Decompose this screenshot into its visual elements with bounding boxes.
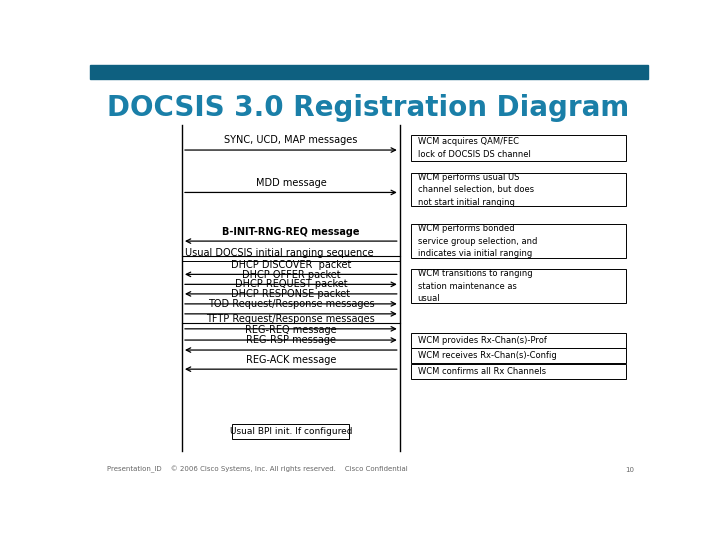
Text: WCM provides Rx-Chan(s)-Prof: WCM provides Rx-Chan(s)-Prof [418, 335, 546, 345]
FancyBboxPatch shape [233, 424, 349, 440]
Text: REG-REQ message: REG-REQ message [245, 326, 337, 335]
Bar [90, 65, 648, 79]
FancyBboxPatch shape [411, 269, 626, 302]
FancyBboxPatch shape [411, 348, 626, 363]
Text: MDD message: MDD message [256, 178, 326, 188]
Text: Presentation_ID    © 2006 Cisco Systems, Inc. All rights reserved.    Cisco Conf: Presentation_ID © 2006 Cisco Systems, In… [107, 465, 408, 473]
Text: WCM confirms all Rx Channels: WCM confirms all Rx Channels [418, 367, 546, 376]
FancyBboxPatch shape [411, 173, 626, 206]
FancyBboxPatch shape [411, 364, 626, 379]
Text: DHCP OFFER packet: DHCP OFFER packet [242, 270, 340, 280]
Text: WCM transitions to ranging
station maintenance as
usual: WCM transitions to ranging station maint… [418, 269, 532, 303]
Text: Usual BPI init. If configured: Usual BPI init. If configured [230, 427, 352, 436]
Text: B-INIT-RNG-REQ message: B-INIT-RNG-REQ message [222, 226, 359, 237]
Text: WCM performs usual US
channel selection, but does
not start initial ranging: WCM performs usual US channel selection,… [418, 173, 534, 206]
Text: REG-RSP message: REG-RSP message [246, 335, 336, 346]
Text: Usual DOCSIS initial ranging sequence: Usual DOCSIS initial ranging sequence [185, 248, 374, 258]
Text: REG-ACK message: REG-ACK message [246, 355, 336, 365]
Text: SYNC, UCD, MAP messages: SYNC, UCD, MAP messages [224, 136, 358, 145]
Text: DHCP REQUEST packet: DHCP REQUEST packet [235, 279, 347, 289]
Text: DHCP DISCOVER  packet: DHCP DISCOVER packet [230, 260, 351, 270]
Text: TFTP Request/Response messages: TFTP Request/Response messages [207, 314, 375, 324]
FancyBboxPatch shape [411, 135, 626, 161]
Text: 10: 10 [625, 467, 634, 473]
Text: WCM receives Rx-Chan(s)-Config: WCM receives Rx-Chan(s)-Config [418, 352, 557, 360]
Text: DOCSIS 3.0 Registration Diagram: DOCSIS 3.0 Registration Diagram [107, 94, 629, 123]
FancyBboxPatch shape [411, 333, 626, 348]
Text: WCM performs bonded
service group selection, and
indicates via initial ranging: WCM performs bonded service group select… [418, 224, 537, 258]
Text: TOD Request/Response messages: TOD Request/Response messages [207, 299, 374, 309]
FancyBboxPatch shape [411, 225, 626, 258]
Text: DHCP RESPONSE packet: DHCP RESPONSE packet [231, 289, 351, 299]
Text: WCM acquires QAM/FEC
lock of DOCSIS DS channel: WCM acquires QAM/FEC lock of DOCSIS DS c… [418, 137, 531, 159]
